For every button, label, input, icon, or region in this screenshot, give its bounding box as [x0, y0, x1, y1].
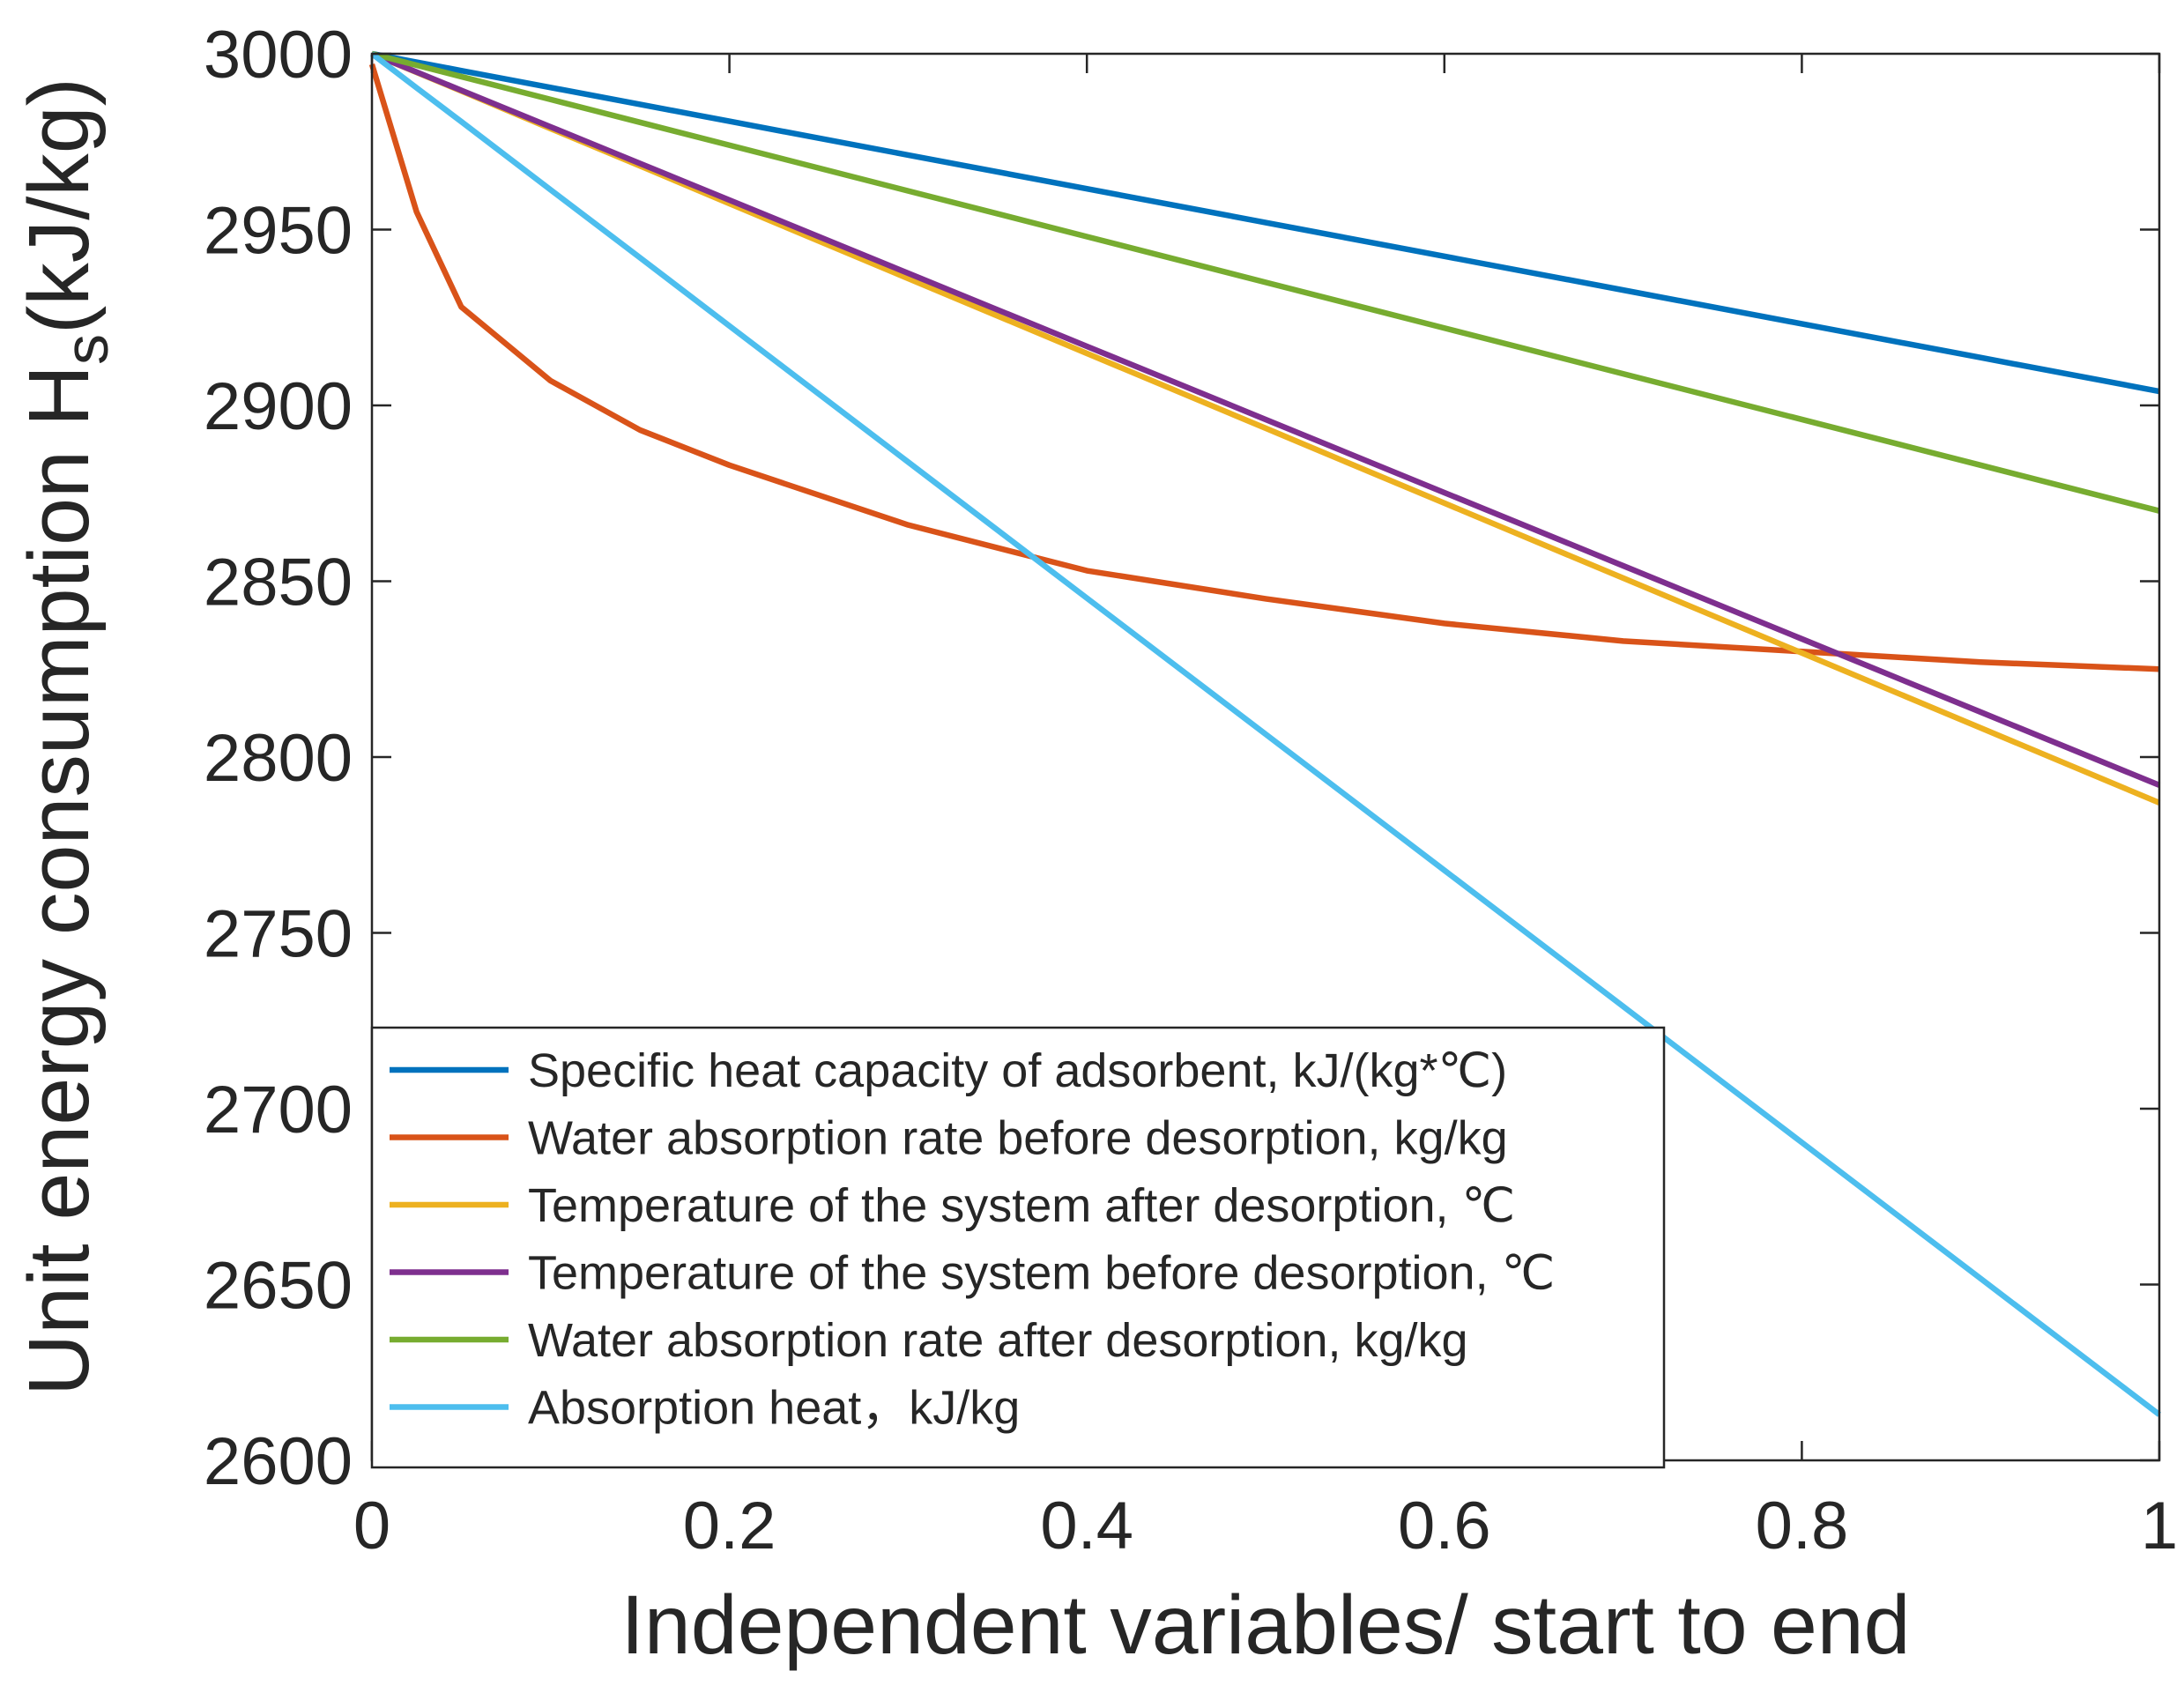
- legend-label: Temperature of the system before desorpt…: [528, 1247, 1555, 1300]
- y-axis-label-unit: (kJ/kg): [11, 78, 107, 334]
- y-tick-label: 2950: [204, 194, 353, 269]
- series-line: [371, 50, 2160, 395]
- x-tick-label: 0.4: [1040, 1489, 1133, 1563]
- legend-label: Water absorption rate before desorption,…: [528, 1112, 1508, 1165]
- y-tick-label: 2850: [204, 546, 353, 620]
- y-tick-label: 3000: [204, 18, 353, 93]
- series-line: [370, 50, 2161, 788]
- y-tick-label: 2750: [204, 897, 353, 972]
- y-tick-label: 2700: [204, 1073, 353, 1147]
- legend-label: Absorption heat，kJ/kg: [528, 1382, 1020, 1435]
- y-tick-label: 2600: [204, 1424, 353, 1499]
- legend-label: Specific heat capacity of adsorbent, kJ/…: [528, 1044, 1507, 1097]
- x-axis-label: Independent variables/ start to end: [621, 1578, 1911, 1672]
- x-tick-label: 0.8: [1756, 1489, 1849, 1563]
- x-tick-label: 0.6: [1398, 1489, 1491, 1563]
- legend-label: Water absorption rate after desorption, …: [528, 1314, 1468, 1367]
- y-axis-label-subscript: s: [52, 334, 121, 365]
- legend-label: Temperature of the system after desorpti…: [528, 1179, 1515, 1232]
- y-tick-label: 2800: [204, 721, 353, 796]
- y-tick-label: 2650: [204, 1249, 353, 1324]
- legend: Specific heat capacity of adsorbent, kJ/…: [370, 1026, 1666, 1469]
- legend-box: [370, 1026, 1666, 1469]
- y-axis-label: Unit energy consumption Hs(kJ/kg): [11, 78, 121, 1396]
- x-tick-label: 0.2: [683, 1489, 776, 1563]
- y-axis-label-main: Unit energy consumption H: [11, 365, 107, 1396]
- series-line: [368, 63, 2160, 672]
- y-tick-label: 2900: [204, 369, 353, 444]
- x-tick-label: 1: [2141, 1489, 2178, 1563]
- series-line: [370, 51, 2161, 1417]
- series-line: [371, 50, 2160, 514]
- x-tick-label: 0: [353, 1489, 390, 1563]
